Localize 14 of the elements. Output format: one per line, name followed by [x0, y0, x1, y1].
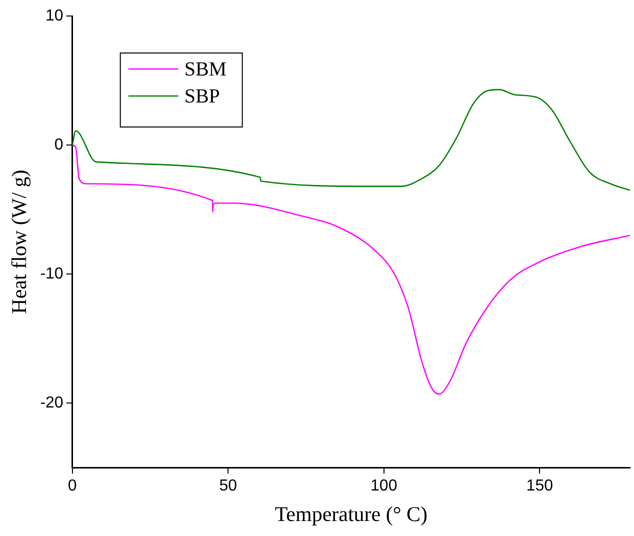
- y-tick-label: 10: [46, 7, 64, 24]
- line-series: [72, 88, 630, 191]
- x-tick-label: 150: [526, 478, 554, 495]
- y-tick-label: -10: [40, 265, 64, 282]
- line-series: [72, 144, 630, 395]
- legend-label: SBP: [184, 85, 220, 108]
- y-tick-label: -20: [40, 394, 64, 412]
- y-tick-label: 0: [54, 136, 64, 154]
- legend-label: SBM: [184, 58, 227, 80]
- x-tick-label: 50: [219, 478, 238, 495]
- x-tick-label: 100: [370, 478, 398, 495]
- x-axis-title: Temperature (° C): [274, 502, 428, 526]
- y-axis-title: Heat flow (W/ g): [7, 170, 32, 314]
- x-tick-label: 0: [68, 478, 77, 495]
